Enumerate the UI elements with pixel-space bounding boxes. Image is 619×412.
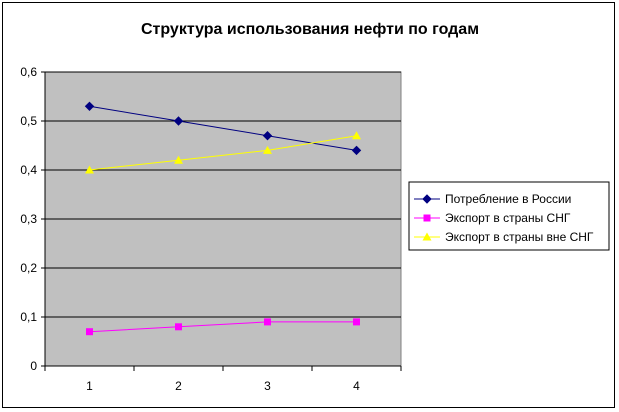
- legend-box: [408, 181, 610, 251]
- data-point: [175, 323, 182, 331]
- series-line: [89, 135, 357, 171]
- data-point: [262, 130, 273, 141]
- chart-title: Структура использования нефти по годам: [141, 21, 479, 38]
- legend-item: Экспорт в страны вне СНГ: [414, 230, 594, 244]
- data-point: [353, 318, 360, 326]
- y-tick-label: 0,3: [20, 212, 37, 226]
- legend-label: Потребление в России: [445, 192, 571, 206]
- data-point: [84, 101, 95, 112]
- legend: Потребление в России Экспорт в страны СНГ…: [408, 181, 610, 251]
- y-tick-label: 0,2: [20, 261, 37, 275]
- data-point: [264, 318, 271, 326]
- series-line: [89, 321, 357, 333]
- series-layer: [84, 101, 362, 336]
- data-point: [85, 165, 94, 174]
- gridlines: [45, 71, 401, 318]
- data-point: [263, 145, 272, 154]
- y-tick-label: 0,4: [20, 163, 37, 177]
- x-tick-label: 2: [175, 379, 182, 393]
- series-3: [85, 131, 361, 174]
- legend-marker: [422, 232, 432, 241]
- legend-label: Экспорт в страны СНГ: [445, 211, 571, 225]
- legend-item: Экспорт в страны СНГ: [414, 211, 571, 225]
- x-tick-label: 4: [353, 379, 360, 393]
- legend-item: Потребление в России: [414, 192, 571, 206]
- data-point: [352, 131, 361, 140]
- x-tick-label: 1: [86, 379, 93, 393]
- legend-label: Экспорт в страны вне СНГ: [445, 230, 594, 244]
- y-tick-label: 0,5: [20, 114, 37, 128]
- series-2: [86, 318, 360, 336]
- legend-marker: [422, 194, 432, 204]
- x-tick-label: 3: [264, 379, 271, 393]
- data-point: [173, 116, 184, 126]
- y-tick-label: 0,1: [20, 310, 37, 324]
- axes: 0 0,1 0,2 0,3 0,4 0,5 0,6 1 2 3 4: [20, 65, 402, 393]
- data-point: [351, 145, 362, 156]
- data-point: [174, 155, 183, 164]
- data-point: [86, 328, 93, 336]
- y-tick-label: 0: [30, 359, 37, 373]
- legend-marker: [423, 214, 431, 222]
- y-tick-label: 0,6: [20, 65, 37, 79]
